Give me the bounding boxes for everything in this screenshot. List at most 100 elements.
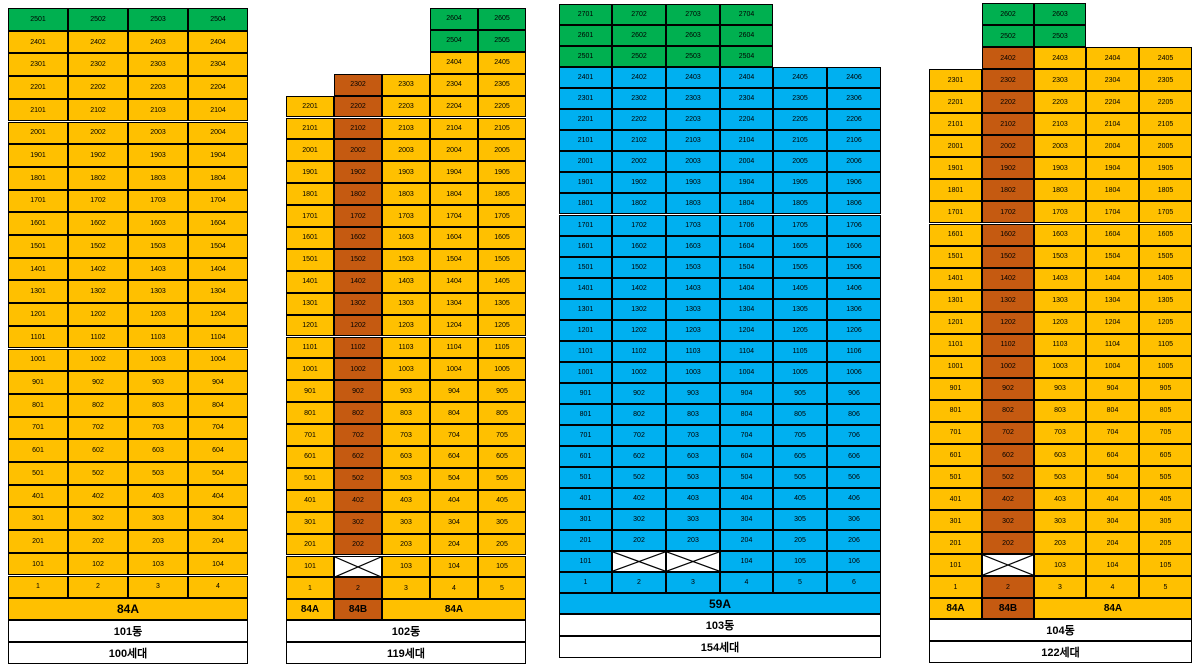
line-number-cell: 4 [430,577,478,600]
unit-cell: 505 [1139,466,1192,489]
unit-cell: 1903 [666,172,720,194]
unit-cell: 1802 [982,179,1034,202]
unit-cell: 103 [382,555,430,578]
unit-cell: 1601 [8,212,68,235]
unit-cell: 202 [982,532,1034,555]
unit-cell: 2404 [430,51,478,74]
unit-cell: 1604 [1086,223,1139,246]
unit-cell: 2205 [478,95,526,118]
unit-cell: 2003 [666,151,720,173]
unit-cell: 402 [68,484,128,508]
unit-cell: 404 [1086,488,1139,511]
unit-cell: 1002 [334,358,382,381]
empty-unit-cell [666,551,720,573]
unit-cell: 1003 [666,361,720,383]
unit-cell: 1303 [666,298,720,320]
unit-cell: 2401 [8,30,68,54]
unit-cell: 1401 [8,257,68,281]
unit-cell: 1004 [188,348,248,372]
unit-cell: 1805 [478,183,526,206]
unit-cell: 206 [827,530,881,552]
unit-cell: 2204 [1086,91,1139,114]
unit-cell: 1203 [128,303,188,326]
unit-cell: 1501 [286,248,334,271]
unit-cell: 705 [1139,421,1192,444]
unit-cell: 1702 [612,214,666,236]
unit-cell: 304 [1086,510,1139,533]
unit-cell: 703 [382,424,430,446]
unit-cell: 1803 [666,193,720,215]
unit-cell: 2604 [720,25,773,47]
unit-type-label: 84A [8,598,248,621]
unit-cell: 1706 [827,214,881,236]
unit-cell: 1505 [1139,245,1192,268]
unit-cell: 1103 [1034,333,1086,356]
unit-cell: 1002 [612,361,666,383]
unit-cell: 703 [1034,421,1086,444]
unit-cell: 704 [430,424,478,446]
unit-cell: 606 [827,446,881,468]
unit-cell: 1204 [188,303,248,326]
unit-cell: 1804 [720,193,773,215]
unit-cell: 904 [1086,377,1139,400]
unit-cell: 1806 [827,193,881,215]
unit-cell: 1704 [1086,201,1139,224]
unit-cell: 1004 [720,361,773,383]
unit-cell: 1801 [929,179,982,202]
unit-cell: 1502 [334,248,382,271]
unit-cell: 2602 [982,3,1034,26]
unit-cell: 504 [720,467,773,489]
unit-cell: 904 [720,382,773,404]
unit-cell: 1404 [430,270,478,293]
unit-cell: 1603 [1034,223,1086,246]
line-number-cell: 5 [478,577,526,600]
unit-cell: 705 [773,425,827,447]
unit-cell: 1303 [128,280,188,304]
unit-cell: 1905 [1139,157,1192,180]
unit-cell: 1402 [982,267,1034,290]
unit-cell: 2203 [666,109,720,131]
unit-cell: 1505 [773,256,827,278]
line-number-cell: 2 [982,576,1034,599]
unit-cell: 301 [8,507,68,531]
unit-cell: 1301 [8,280,68,304]
unit-cell: 1501 [8,235,68,258]
unit-cell: 803 [1034,399,1086,422]
unit-cell: 1705 [478,205,526,227]
unit-cell: 1201 [286,314,334,337]
unit-cell: 1502 [68,235,128,258]
unit-cell: 1202 [68,303,128,326]
unit-cell: 505 [773,467,827,489]
unit-cell: 303 [1034,510,1086,533]
unit-cell: 1605 [478,227,526,249]
line-number-cell: 6 [827,572,881,594]
unit-cell: 706 [827,425,881,447]
unit-cell: 804 [1086,399,1139,422]
unit-cell: 804 [430,402,478,425]
unit-cell: 2305 [478,73,526,96]
unit-cell: 604 [1086,444,1139,467]
unit-cell: 406 [827,488,881,510]
unit-cell: 2104 [188,98,248,122]
unit-cell: 1005 [478,358,526,381]
unit-cell: 1105 [1139,333,1192,356]
unit-cell: 303 [128,507,188,531]
unit-cell: 2004 [1086,135,1139,158]
household-count: 154세대 [559,636,881,659]
unit-cell: 1903 [382,161,430,184]
unit-cell: 805 [478,402,526,425]
unit-cell: 1306 [827,298,881,320]
unit-cell: 2005 [478,139,526,162]
unit-cell: 1504 [1086,245,1139,268]
unit-cell: 1004 [1086,355,1139,378]
unit-cell: 306 [827,509,881,531]
unit-cell: 1902 [334,161,382,184]
unit-cell: 102 [68,552,128,576]
unit-cell: 2504 [430,29,478,52]
unit-cell: 1705 [1139,201,1192,224]
unit-cell: 2103 [666,130,720,152]
unit-cell: 2503 [666,46,720,68]
unit-cell: 2202 [982,91,1034,114]
unit-cell: 2205 [773,109,827,131]
unit-cell: 404 [720,488,773,510]
